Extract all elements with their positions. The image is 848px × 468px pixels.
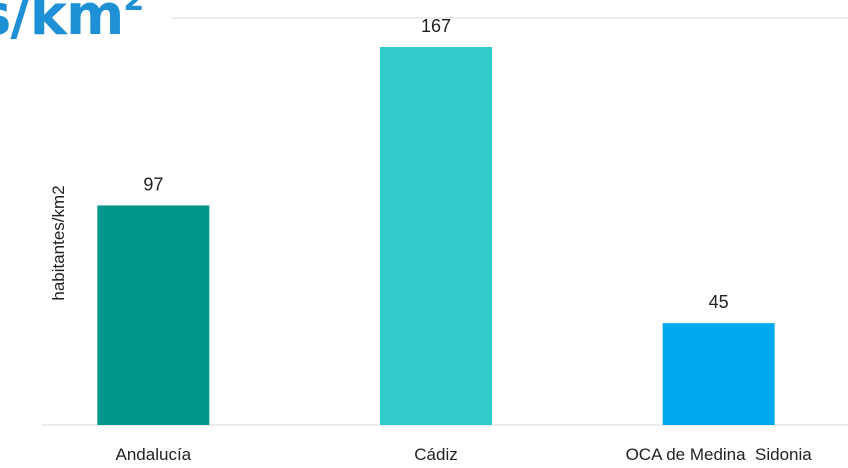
- bar-1: [380, 47, 492, 425]
- bar-2: [662, 323, 775, 425]
- x-tick-labels-group: Andalucía Cádiz OCA de Medina Sidonia: [116, 445, 813, 464]
- x-tick-label-0: Andalucía: [116, 445, 192, 464]
- x-tick-label-2: OCA de Medina Sidonia: [626, 445, 813, 464]
- value-labels-group: 97 167 45: [143, 16, 728, 312]
- x-tick-label-1: Cádiz: [414, 445, 457, 464]
- y-axis-label: habitantes/km2: [49, 185, 68, 300]
- title-text: s/km: [0, 0, 124, 48]
- bars-group: [97, 47, 775, 425]
- bar-value-label-0: 97: [143, 174, 163, 194]
- bar-0: [97, 205, 210, 425]
- bar-value-label-2: 45: [709, 292, 729, 312]
- bar-value-label-1: 167: [421, 16, 451, 36]
- title-superscript: 2: [123, 0, 144, 18]
- page-title: s/km2: [0, 0, 144, 44]
